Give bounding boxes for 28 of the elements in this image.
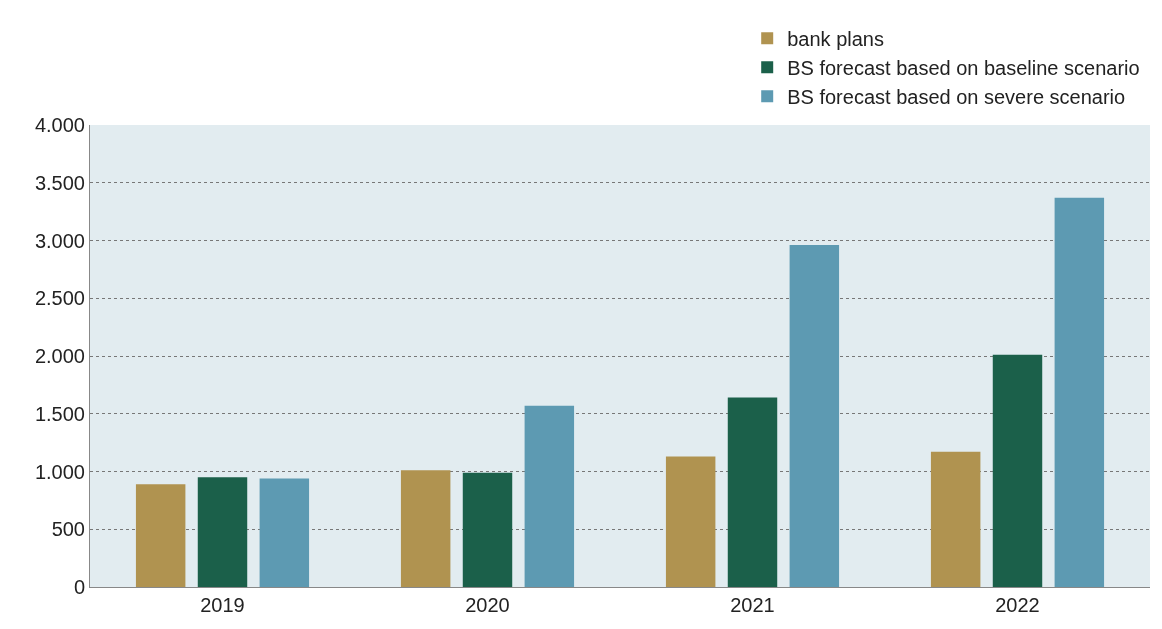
bar	[135, 484, 186, 587]
y-tick-label: 1.000	[34, 460, 85, 483]
y-tick-label: 500	[51, 518, 85, 541]
bar	[1054, 197, 1105, 587]
x-tick-label: 2019	[200, 594, 245, 616]
bar	[462, 472, 513, 587]
x-tick-label: 2022	[995, 594, 1040, 616]
bar	[524, 405, 575, 587]
y-tick-label: 2.500	[34, 287, 85, 310]
x-tick-label: 2021	[730, 594, 775, 616]
y-tick-label: 0	[73, 576, 85, 598]
legend-label: BS forecast based on baseline scenario	[787, 57, 1140, 80]
y-tick-label: 4.000	[34, 114, 85, 136]
x-tick-label: 2020	[465, 594, 510, 616]
y-tick-label: 3.000	[34, 229, 85, 252]
bar	[197, 477, 248, 587]
bar	[727, 397, 778, 587]
bar	[992, 354, 1043, 587]
bar	[930, 451, 981, 587]
y-tick-label: 3.500	[34, 171, 85, 194]
bar	[665, 456, 716, 587]
bar	[400, 470, 451, 587]
y-tick-label: 1.500	[34, 402, 85, 425]
bar	[259, 478, 310, 587]
y-tick-label: 2.000	[34, 345, 85, 367]
legend-label: BS forecast based on severe scenario	[787, 86, 1126, 109]
legend-label: bank plans	[787, 28, 884, 51]
bar	[789, 245, 840, 587]
